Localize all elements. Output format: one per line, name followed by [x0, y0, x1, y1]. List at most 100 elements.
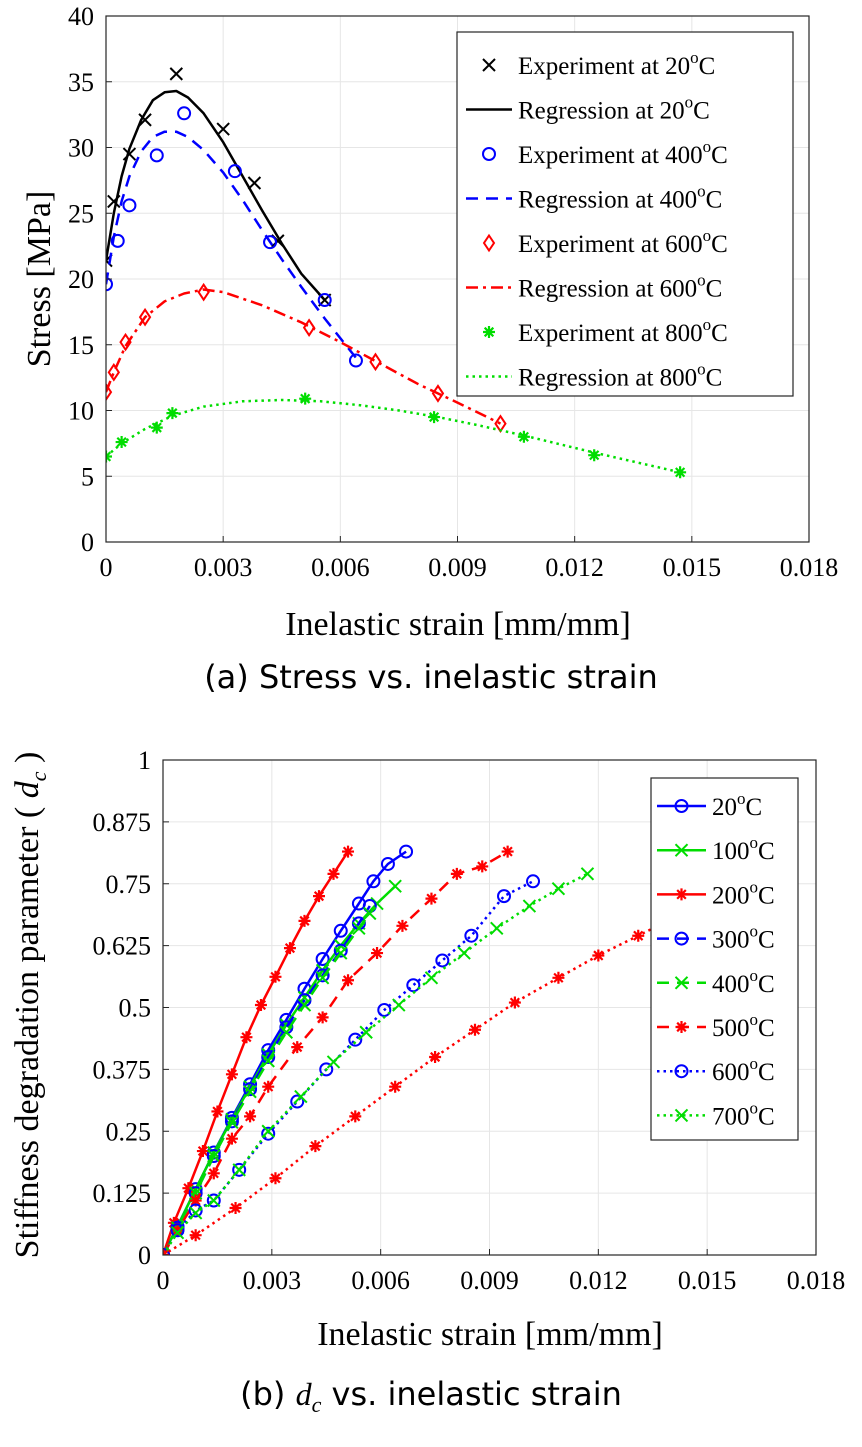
data-point [399, 844, 414, 859]
data-point [388, 879, 402, 893]
series-line [106, 398, 681, 474]
data-point [232, 1163, 246, 1177]
chart-b-x-axis-label: Inelastic strain [mm/mm] [317, 1316, 663, 1353]
chart-b: 0 0.003 0.006 0.009 0.012 0.015 0.018 0 0.125 0.… [9, 746, 845, 1417]
data-point [425, 892, 438, 905]
data-point [349, 1110, 362, 1123]
data-point [348, 353, 363, 368]
data-point [261, 1126, 276, 1141]
series-line [163, 850, 350, 1255]
data-point [207, 1193, 221, 1208]
data-point [526, 874, 541, 889]
data-point [592, 949, 605, 962]
legend-entry: 400oC [657, 966, 775, 998]
legend-entry: Regression at 800oC [466, 360, 722, 392]
y-tick-label: 0.875 [93, 808, 152, 837]
data-point [315, 951, 330, 966]
data-point [283, 942, 296, 955]
data-point [227, 164, 242, 179]
data-point [269, 1172, 282, 1185]
series-line [106, 89, 326, 301]
data-point [396, 919, 409, 932]
y-tick-label: 0.125 [93, 1179, 152, 1208]
y-tick-label: 25 [68, 199, 94, 228]
legend-entry: Experiment at 800oC [483, 315, 728, 347]
x-tick-label: 0.009 [460, 1266, 519, 1295]
data-point [243, 1084, 257, 1099]
data-point [299, 392, 312, 405]
data-point [632, 929, 645, 942]
data-point [468, 1023, 481, 1036]
data-point [297, 998, 312, 1012]
legend-label: Experiment at 400oC [518, 137, 728, 169]
legend-label: 400oC [712, 966, 775, 998]
data-point [316, 1011, 329, 1024]
chart-a: 0 0.003 0.006 0.009 0.012 0.015 0.018 0 5 10 15 20… [21, 2, 838, 696]
data-point [508, 996, 521, 1009]
series-200 [163, 845, 355, 1255]
legend-marker [675, 888, 688, 901]
y-tick-label: 0 [138, 1241, 151, 1270]
x-tick-label: 0.015 [678, 1266, 737, 1295]
data-point [588, 449, 601, 462]
data-point [188, 1206, 203, 1220]
chart-a-legend-box [456, 31, 794, 397]
data-point [380, 856, 395, 871]
x-tick-label: 0.009 [428, 553, 487, 582]
y-tick-label: 0.625 [93, 932, 152, 961]
legend-entry: Experiment at 400oC [482, 137, 728, 169]
data-point [674, 466, 687, 479]
data-point [206, 1149, 221, 1163]
legend-label: 500oC [712, 1010, 775, 1042]
data-point [182, 1182, 195, 1195]
legend-entry: 600oC [657, 1054, 775, 1086]
data-point [457, 946, 471, 960]
y-tick-label: 35 [68, 68, 94, 97]
data-point [122, 198, 137, 213]
data-point [424, 971, 439, 985]
legend-entry: Regression at 400oC [466, 182, 722, 214]
data-point [490, 921, 504, 936]
x-tick-label: 0 [100, 553, 113, 582]
chart-b-caption: (b) dc vs. inelastic strain [240, 1375, 622, 1417]
data-point [224, 1114, 239, 1129]
data-point [150, 421, 163, 434]
data-point [261, 1050, 276, 1064]
chart-b-y-axis-label: Stiffness degradation parameter ( dc ) [9, 752, 51, 1259]
x-tick-label: 0.006 [311, 553, 370, 582]
data-point [138, 113, 152, 127]
data-point [262, 1080, 275, 1093]
data-point [177, 106, 192, 121]
data-point [333, 923, 348, 938]
data-point [188, 1203, 203, 1218]
data-point [279, 1025, 294, 1039]
data-point [240, 1031, 253, 1044]
series-line [163, 872, 589, 1255]
data-point [552, 971, 565, 984]
data-point [243, 1079, 257, 1094]
data-point [189, 1229, 202, 1242]
chart-a-x-ticks: 0 0.003 0.006 0.009 0.012 0.015 0.018 [100, 536, 839, 582]
data-point [110, 233, 125, 248]
chart-a-y-axis-label: Stress [MPa] [21, 191, 58, 368]
data-point [312, 890, 325, 903]
data-point [319, 1062, 334, 1077]
data-point [362, 899, 377, 914]
legend-marker [674, 1108, 689, 1123]
data-point [247, 176, 262, 190]
y-tick-label: 0.5 [119, 994, 152, 1023]
y-tick-label: 0.375 [93, 1055, 152, 1084]
data-point [348, 1032, 363, 1047]
data-point [290, 1094, 305, 1109]
series-experiment-at-400 [106, 106, 363, 368]
data-point [342, 974, 355, 987]
data-point [501, 845, 514, 858]
y-tick-label: 15 [68, 331, 94, 360]
data-point [243, 1082, 258, 1097]
chart-a-x-axis-label: Inelastic strain [mm/mm] [285, 606, 631, 643]
legend-marker [482, 233, 496, 253]
legend-label: Experiment at 20oC [518, 48, 715, 80]
x-tick-label: 0.018 [780, 553, 839, 582]
